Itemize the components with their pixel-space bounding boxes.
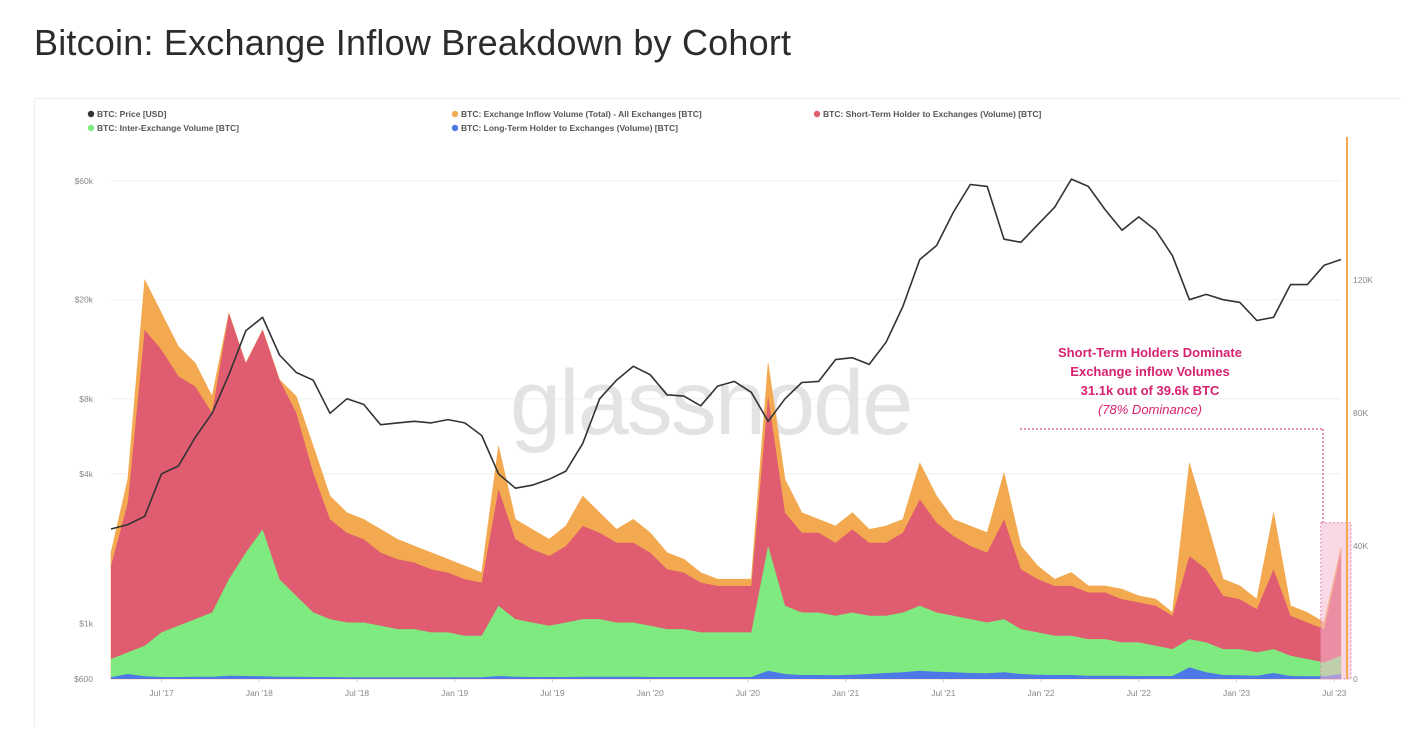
- page-title: Bitcoin: Exchange Inflow Breakdown by Co…: [34, 22, 792, 63]
- axes: $600 $1k $4k $8k $20k $60k 0 40K 80K 120K Jul '17 J…: [74, 137, 1373, 698]
- y-right-tick-label: 0: [1353, 674, 1358, 684]
- y-left-tick-label: $20k: [75, 295, 94, 305]
- price-line: [110, 178, 1342, 530]
- annotation: Short-Term Holders Dominate Exchange infl…: [1020, 345, 1324, 523]
- x-tick-label: Jan '18: [246, 688, 273, 698]
- chart-frame: glassnode $600 $1k $4k $8k $20k $60k 0 40K 80K 12…: [34, 98, 1401, 727]
- legend-swatch: [87, 124, 95, 132]
- x-tick-label: Jan '23: [1223, 688, 1250, 698]
- price-series: [110, 178, 1342, 530]
- x-tick-label: Jan '20: [637, 688, 664, 698]
- highlight-region: [1320, 522, 1352, 680]
- chart-svg: glassnode $600 $1k $4k $8k $20k $60k 0 40K 80K 12…: [74, 109, 1373, 698]
- area-long-term-holder: [111, 667, 1341, 679]
- legend-swatch: [451, 110, 459, 118]
- x-tick-label: Jan '19: [441, 688, 468, 698]
- x-tick-label: Jul '22: [1127, 688, 1152, 698]
- legend-label: BTC: Exchange Inflow Volume (Total) - Al…: [461, 109, 702, 119]
- legend: BTC: Price [USD] BTC: Exchange Inflow Vol…: [87, 109, 1042, 133]
- x-tick-label: Jan '21: [832, 688, 859, 698]
- y-left-tick-label: $4k: [79, 469, 93, 479]
- y-left-tick-label: $600: [74, 674, 93, 684]
- annotation-line: 31.1k out of 39.6k BTC: [1081, 383, 1220, 398]
- legend-swatch: [87, 110, 95, 118]
- x-tick-label: Jul '17: [149, 688, 174, 698]
- legend-swatch: [451, 124, 459, 132]
- stacked-areas: [110, 278, 1342, 680]
- x-tick-label: Jul '23: [1322, 688, 1347, 698]
- y-left-tick-label: $1k: [79, 619, 93, 629]
- annotation-line: Short-Term Holders Dominate: [1058, 345, 1242, 360]
- x-tick-label: Jan '22: [1028, 688, 1055, 698]
- x-tick-label: Jul '21: [931, 688, 956, 698]
- legend-swatch: [813, 110, 821, 118]
- legend-label: BTC: Short-Term Holder to Exchanges (Vol…: [823, 109, 1042, 119]
- highlight-box: [1320, 522, 1352, 680]
- annotation-sub: (78% Dominance): [1098, 402, 1202, 417]
- x-tick-label: Jul '18: [345, 688, 370, 698]
- y-left-tick-label: $8k: [79, 394, 93, 404]
- legend-label: BTC: Long-Term Holder to Exchanges (Volu…: [461, 123, 678, 133]
- watermark: glassnode: [510, 352, 911, 454]
- y-right-tick-label: 120K: [1353, 275, 1373, 285]
- x-tick-label: Jul '20: [736, 688, 761, 698]
- annotation-line: Exchange inflow Volumes: [1070, 364, 1229, 379]
- area-short-term-holder: [111, 313, 1341, 679]
- x-tick-label: Jul '19: [540, 688, 565, 698]
- y-left-tick-label: $60k: [75, 176, 94, 186]
- legend-label: BTC: Price [USD]: [97, 109, 167, 119]
- area-inter-exchange: [111, 529, 1341, 679]
- legend-label: BTC: Inter-Exchange Volume [BTC]: [97, 123, 239, 133]
- y-right-tick-label: 40K: [1353, 541, 1368, 551]
- y-right-tick-label: 80K: [1353, 408, 1368, 418]
